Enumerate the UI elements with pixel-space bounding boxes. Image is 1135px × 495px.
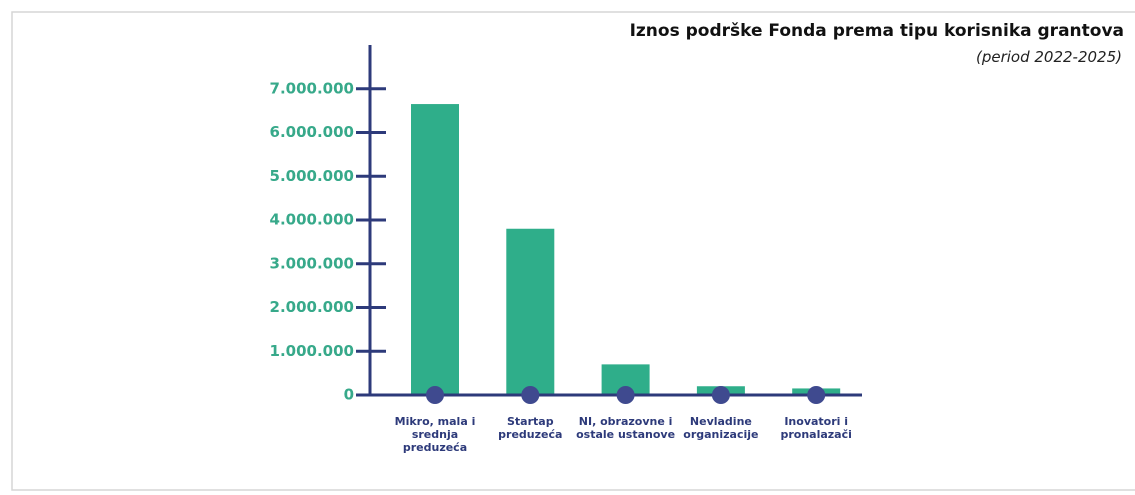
x-tick-label-box: Mikro, mala i srednja preduzeća	[394, 415, 476, 454]
x-tick-label-box: Inovatori i pronalazači	[780, 415, 852, 441]
chart-subtitle: (period 2022-2025)	[976, 48, 1122, 66]
x-tick-label: NI, obrazovne i ostale ustanove	[576, 415, 676, 441]
x-tick-label-box: Nevladine organizacije	[683, 415, 759, 441]
x-tick-label-box: NI, obrazovne i ostale ustanove	[576, 415, 676, 441]
y-tick-label: 6.000.000	[270, 123, 354, 141]
x-tick-label: Startap preduzeća	[498, 415, 563, 441]
y-tick-label: 4.000.000	[270, 211, 354, 229]
bar	[506, 228, 555, 395]
category-dot	[711, 386, 730, 404]
y-tick-label: 7.000.000	[270, 79, 354, 97]
category-dot	[616, 386, 635, 404]
x-tick-label-box: Startap preduzeća	[498, 415, 563, 441]
chart-title: Iznos podrške Fonda prema tipu korisnika…	[630, 21, 1124, 41]
x-tick-label: Inovatori i pronalazači	[780, 415, 852, 441]
y-tick-label: 2.000.000	[270, 298, 354, 316]
category-dot	[426, 386, 444, 404]
y-tick-label: 1.000.000	[270, 342, 354, 360]
y-tick-label: 0	[344, 386, 354, 404]
y-tick-label: 3.000.000	[270, 254, 354, 272]
category-dot	[521, 386, 540, 404]
category-dot	[807, 386, 826, 404]
y-tick-label: 5.000.000	[270, 167, 354, 185]
frame	[11, 11, 1135, 491]
bar	[411, 104, 459, 395]
x-tick-label: Nevladine organizacije	[683, 415, 759, 441]
x-tick-label: Mikro, mala i srednja preduzeća	[394, 415, 476, 454]
